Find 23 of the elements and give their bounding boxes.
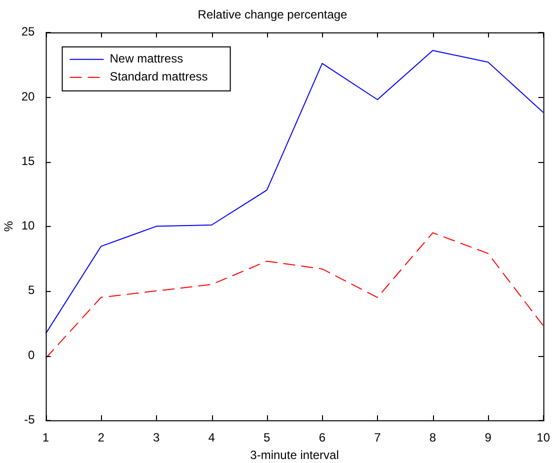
line-series (46, 232, 544, 359)
x-tick-label: 1 (42, 430, 50, 445)
x-tick-label: 8 (429, 430, 436, 445)
x-tick-label: 10 (536, 430, 550, 445)
y-axis-title: % (2, 220, 16, 232)
y-tick-label: 15 (21, 154, 36, 168)
y-tick-label: 20 (21, 89, 36, 104)
x-tick-label: 7 (374, 430, 382, 445)
x-tick-label: 3 (152, 430, 160, 445)
y-tick-label: 0 (28, 348, 36, 362)
y-tick-label: 10 (21, 218, 36, 233)
y-tick-label: 5 (28, 283, 36, 298)
y-tick-label: -5 (24, 412, 36, 427)
x-axis-title: 3-minute interval (250, 448, 339, 462)
x-tick-label: 2 (98, 430, 105, 445)
x-tick-label: 4 (208, 430, 216, 445)
x-tick-label: 5 (264, 430, 271, 445)
x-tick-label: 9 (484, 430, 492, 445)
y-tick-label: 25 (21, 24, 36, 39)
legend-label: New mattress (110, 52, 184, 66)
x-tick-label: 6 (318, 430, 326, 445)
legend-label: Standard mattress (110, 70, 208, 84)
chart-title: Relative change percentage (198, 8, 348, 22)
